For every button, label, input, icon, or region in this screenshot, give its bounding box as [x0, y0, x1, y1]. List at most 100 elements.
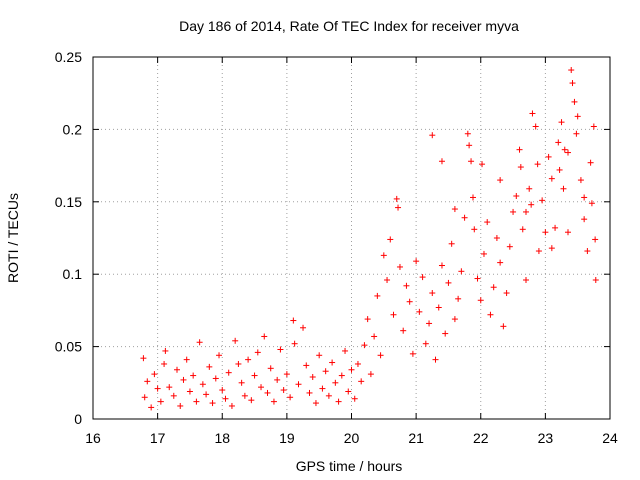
- data-point: [300, 324, 307, 331]
- data-point: [312, 400, 319, 407]
- data-point: [461, 214, 468, 221]
- data-point: [466, 142, 473, 149]
- data-point: [592, 276, 599, 283]
- data-point: [590, 123, 597, 130]
- data-point: [400, 327, 407, 334]
- data-point: [396, 263, 403, 270]
- data-point: [283, 371, 290, 378]
- data-point: [556, 166, 563, 173]
- data-point: [490, 284, 497, 291]
- data-point: [364, 316, 371, 323]
- data-point: [316, 352, 323, 359]
- axis-ticks: 16 17 18 19 20 21 22 23 24 0 0.05 0.1 0.15 0.2 0.25: [55, 49, 618, 446]
- data-point: [534, 161, 541, 168]
- data-point: [232, 337, 239, 344]
- data-point: [574, 113, 581, 120]
- data-point: [432, 356, 439, 363]
- data-point: [351, 395, 358, 402]
- data-point: [322, 368, 329, 375]
- data-point: [558, 119, 565, 126]
- data-point: [303, 362, 310, 369]
- data-point: [568, 67, 575, 74]
- data-point: [542, 229, 549, 236]
- x-tick-label: 19: [279, 430, 295, 446]
- data-point: [348, 366, 355, 373]
- data-point: [545, 153, 552, 160]
- data-point: [564, 229, 571, 236]
- data-point: [228, 402, 235, 409]
- data-point: [522, 276, 529, 283]
- data-point: [287, 394, 294, 401]
- data-point: [464, 130, 471, 137]
- data-point: [555, 139, 562, 146]
- data-point: [199, 381, 206, 388]
- data-point: [510, 208, 517, 215]
- data-point: [409, 350, 416, 357]
- data-point: [487, 311, 494, 318]
- data-point: [532, 123, 539, 130]
- y-tick-label: 0.05: [55, 339, 82, 355]
- data-point: [571, 98, 578, 105]
- data-point: [438, 158, 445, 165]
- data-point: [212, 375, 219, 382]
- data-point: [361, 342, 368, 349]
- data-point: [573, 130, 580, 137]
- data-point: [306, 389, 313, 396]
- data-point: [484, 219, 491, 226]
- data-point: [148, 404, 155, 411]
- data-point: [477, 297, 484, 304]
- grid: [93, 57, 610, 419]
- data-point: [479, 161, 486, 168]
- y-tick-label: 0.2: [63, 121, 83, 137]
- data-point: [458, 268, 465, 275]
- data-point: [413, 258, 420, 265]
- data-point: [186, 388, 193, 395]
- y-tick-label: 0.15: [55, 194, 82, 210]
- data-point: [416, 308, 423, 315]
- data-point: [471, 226, 478, 233]
- data-point: [309, 374, 316, 381]
- data-point: [329, 359, 336, 366]
- data-point: [325, 392, 332, 399]
- y-tick-label: 0.25: [55, 49, 82, 65]
- x-tick-label: 21: [408, 430, 424, 446]
- data-point: [374, 292, 381, 299]
- x-tick-label: 22: [473, 430, 489, 446]
- data-point: [497, 259, 504, 266]
- data-point: [219, 387, 226, 394]
- data-point: [267, 365, 274, 372]
- data-point: [345, 388, 352, 395]
- data-point: [419, 274, 426, 281]
- data-point: [455, 295, 462, 302]
- x-tick-label: 16: [85, 430, 101, 446]
- x-tick-label: 23: [538, 430, 554, 446]
- data-point: [577, 177, 584, 184]
- data-point: [587, 159, 594, 166]
- plot-frame: [92, 56, 611, 420]
- data-point: [592, 236, 599, 243]
- data-point: [403, 282, 410, 289]
- data-point: [206, 363, 213, 370]
- data-point: [548, 245, 555, 252]
- data-point: [529, 110, 536, 117]
- data-point: [335, 398, 342, 405]
- data-point: [390, 311, 397, 318]
- data-point: [264, 389, 271, 396]
- data-point: [552, 224, 559, 231]
- data-point: [367, 371, 374, 378]
- data-points: [140, 67, 599, 411]
- data-point: [569, 80, 576, 87]
- data-point: [503, 290, 510, 297]
- data-point: [393, 195, 400, 202]
- x-tick-label: 17: [150, 430, 166, 446]
- chart-title: Day 186 of 2014, Rate Of TEC Index for r…: [179, 18, 519, 34]
- data-point: [216, 352, 223, 359]
- x-tick-label: 24: [602, 430, 618, 446]
- data-point: [277, 346, 284, 353]
- data-point: [291, 340, 298, 347]
- data-point: [497, 177, 504, 184]
- x-axis-label: GPS time / hours: [296, 458, 403, 474]
- x-tick-label: 20: [344, 430, 360, 446]
- data-point: [332, 379, 339, 386]
- data-point: [177, 402, 184, 409]
